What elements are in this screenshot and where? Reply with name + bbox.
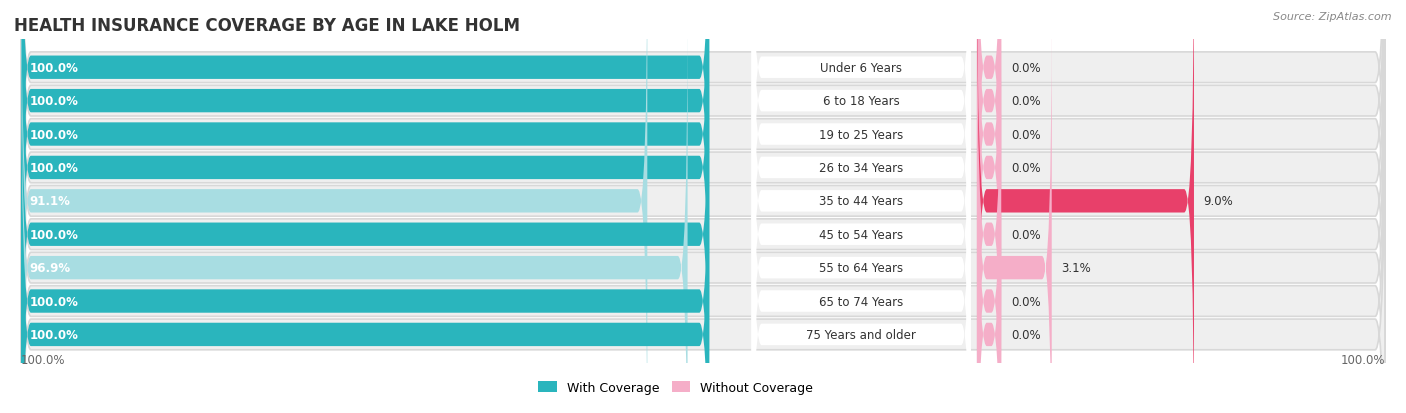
FancyBboxPatch shape: [752, 0, 972, 357]
FancyBboxPatch shape: [977, 0, 1001, 389]
FancyBboxPatch shape: [977, 0, 1001, 323]
FancyBboxPatch shape: [21, 0, 709, 389]
FancyBboxPatch shape: [21, 46, 709, 413]
Text: 26 to 34 Years: 26 to 34 Years: [820, 161, 904, 175]
FancyBboxPatch shape: [752, 45, 972, 413]
FancyBboxPatch shape: [752, 0, 972, 391]
FancyBboxPatch shape: [21, 0, 1385, 413]
FancyBboxPatch shape: [21, 0, 1385, 319]
FancyBboxPatch shape: [977, 0, 1001, 413]
FancyBboxPatch shape: [752, 79, 972, 413]
Text: 9.0%: 9.0%: [1204, 195, 1233, 208]
Text: 100.0%: 100.0%: [21, 353, 66, 366]
Text: Source: ZipAtlas.com: Source: ZipAtlas.com: [1274, 12, 1392, 22]
Text: 100.0%: 100.0%: [30, 161, 79, 175]
Text: 100.0%: 100.0%: [30, 328, 79, 341]
FancyBboxPatch shape: [977, 0, 1001, 356]
Text: 35 to 44 Years: 35 to 44 Years: [820, 195, 904, 208]
Text: 0.0%: 0.0%: [1011, 128, 1040, 141]
Text: 0.0%: 0.0%: [1011, 228, 1040, 241]
Text: Under 6 Years: Under 6 Years: [820, 62, 903, 75]
Text: 45 to 54 Years: 45 to 54 Years: [820, 228, 904, 241]
FancyBboxPatch shape: [21, 0, 709, 356]
FancyBboxPatch shape: [977, 46, 1001, 413]
Text: 96.9%: 96.9%: [30, 261, 70, 275]
FancyBboxPatch shape: [21, 0, 709, 323]
Text: 6 to 18 Years: 6 to 18 Years: [823, 95, 900, 108]
Text: 3.1%: 3.1%: [1062, 261, 1091, 275]
FancyBboxPatch shape: [21, 50, 1385, 413]
Text: 0.0%: 0.0%: [1011, 95, 1040, 108]
FancyBboxPatch shape: [977, 80, 1001, 413]
FancyBboxPatch shape: [752, 0, 972, 413]
FancyBboxPatch shape: [21, 0, 709, 413]
FancyBboxPatch shape: [752, 0, 972, 413]
FancyBboxPatch shape: [977, 0, 1194, 413]
FancyBboxPatch shape: [21, 80, 709, 413]
FancyBboxPatch shape: [21, 0, 1385, 413]
Text: 19 to 25 Years: 19 to 25 Years: [820, 128, 904, 141]
Text: 100.0%: 100.0%: [30, 228, 79, 241]
Text: 100.0%: 100.0%: [30, 295, 79, 308]
Text: 100.0%: 100.0%: [30, 62, 79, 75]
Text: 100.0%: 100.0%: [30, 95, 79, 108]
FancyBboxPatch shape: [21, 83, 1385, 413]
FancyBboxPatch shape: [21, 0, 1385, 413]
FancyBboxPatch shape: [977, 0, 1001, 413]
Text: 65 to 74 Years: 65 to 74 Years: [820, 295, 904, 308]
FancyBboxPatch shape: [21, 17, 1385, 413]
FancyBboxPatch shape: [21, 0, 647, 413]
Text: 55 to 64 Years: 55 to 64 Years: [820, 261, 904, 275]
Text: 100.0%: 100.0%: [1340, 353, 1385, 366]
FancyBboxPatch shape: [752, 0, 972, 413]
FancyBboxPatch shape: [21, 0, 709, 413]
FancyBboxPatch shape: [21, 0, 1385, 353]
FancyBboxPatch shape: [21, 0, 1385, 386]
FancyBboxPatch shape: [977, 13, 1052, 413]
Text: 0.0%: 0.0%: [1011, 328, 1040, 341]
Text: 0.0%: 0.0%: [1011, 62, 1040, 75]
Text: HEALTH INSURANCE COVERAGE BY AGE IN LAKE HOLM: HEALTH INSURANCE COVERAGE BY AGE IN LAKE…: [14, 17, 520, 34]
Text: 0.0%: 0.0%: [1011, 161, 1040, 175]
Text: 91.1%: 91.1%: [30, 195, 70, 208]
FancyBboxPatch shape: [752, 0, 972, 324]
Text: 75 Years and older: 75 Years and older: [807, 328, 917, 341]
Text: 100.0%: 100.0%: [30, 128, 79, 141]
Legend: With Coverage, Without Coverage: With Coverage, Without Coverage: [533, 376, 818, 399]
FancyBboxPatch shape: [21, 13, 688, 413]
Text: 0.0%: 0.0%: [1011, 295, 1040, 308]
FancyBboxPatch shape: [752, 12, 972, 413]
